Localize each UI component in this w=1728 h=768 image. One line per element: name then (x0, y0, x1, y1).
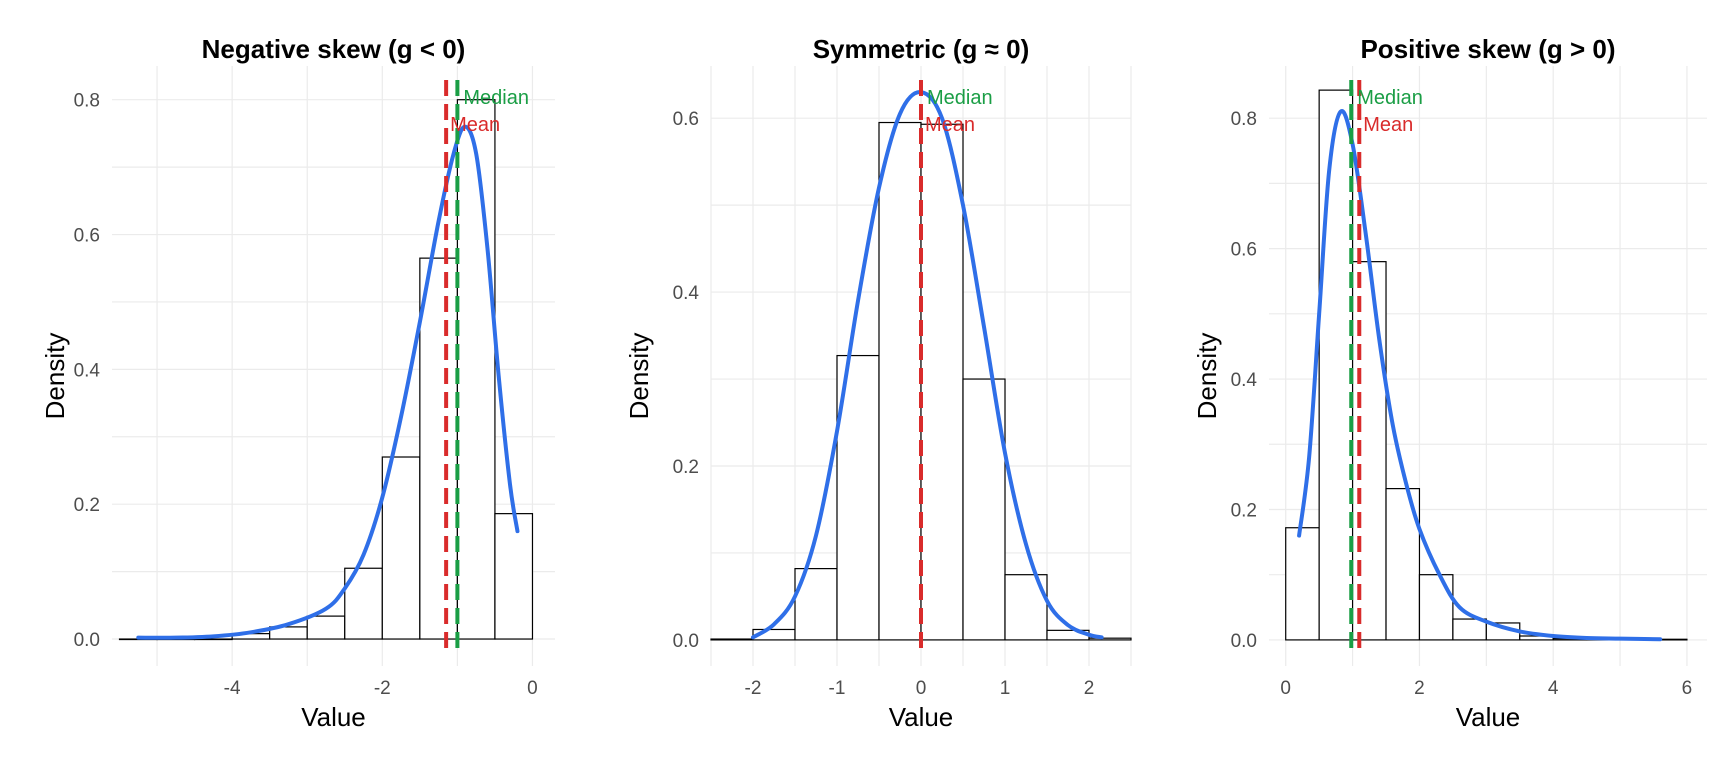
histogram-bars (118, 99, 534, 641)
y-tick-label: 0.6 (74, 226, 100, 247)
y-tick-label: 0.0 (74, 630, 100, 651)
y-tick-label: 0.6 (673, 109, 699, 130)
median-label: Median (1357, 87, 1423, 109)
y-tick-label: 0.4 (1231, 370, 1258, 391)
y-tick-label: 0.0 (673, 631, 699, 652)
y-tick-label: 0.2 (673, 457, 699, 478)
y-tick-label: 0.4 (74, 360, 101, 381)
mean-label: Mean (1363, 114, 1413, 136)
histogram-bar (193, 638, 233, 641)
x-tick-label: 0 (1280, 678, 1291, 699)
x-axis-label: Value (301, 702, 366, 732)
histogram-bar (1318, 89, 1354, 641)
chart-svg: Median Mean 0.0 0.2 0.4 0.6 0.8 0 2 4 6 Positive sk… (1192, 34, 1707, 732)
x-tick-label: -2 (745, 678, 762, 699)
chart-title: Symmetric (g ≈ 0) (813, 34, 1030, 64)
x-tick-label: 6 (1682, 678, 1693, 699)
mean-label: Mean (925, 114, 975, 136)
x-tick-label: -2 (374, 678, 391, 699)
histogram-bar (419, 257, 458, 640)
histogram-bar (836, 354, 880, 641)
histogram-bar (306, 615, 346, 640)
x-tick-label: 4 (1548, 678, 1559, 699)
x-axis-label: Value (1456, 702, 1521, 732)
density-curve (136, 124, 520, 640)
median-label: Median (463, 87, 529, 109)
histogram-bar (456, 99, 496, 640)
x-tick-label: 2 (1414, 678, 1425, 699)
y-tick-label: 0.4 (673, 283, 700, 304)
y-tick-label: 0.0 (1231, 631, 1257, 652)
histogram-bars (710, 121, 1132, 641)
chart-panel-positive-skew: Median Mean 0.0 0.2 0.4 0.6 0.8 0 2 4 6 Positive sk… (1152, 0, 1728, 768)
histogram-bars (1285, 89, 1688, 641)
y-tick-label: 0.8 (1231, 109, 1257, 130)
x-tick-label: -4 (224, 678, 241, 699)
median-label: Median (927, 87, 993, 109)
histogram-bar (1285, 527, 1320, 641)
chart-svg: Median Mean 0.0 0.2 0.4 0.6 -2 -1 0 1 2 Symmetric (… (624, 34, 1132, 732)
y-tick-label: 0.2 (74, 495, 100, 516)
histogram-bar (1088, 637, 1132, 641)
histogram-bar (710, 638, 754, 641)
histogram-bar (920, 123, 964, 641)
y-axis-label: Density (40, 333, 70, 420)
chart-title: Positive skew (g > 0) (1360, 34, 1615, 64)
y-tick-label: 0.6 (1231, 240, 1257, 261)
y-axis-label: Density (1192, 333, 1222, 420)
chart-panel-symmetric: Median Mean 0.0 0.2 0.4 0.6 -2 -1 0 1 2 Symmetric (… (576, 0, 1152, 768)
mean-label: Mean (450, 114, 500, 136)
histogram-bar (1452, 618, 1487, 641)
histogram-bar (1418, 574, 1454, 641)
x-tick-label: 2 (1084, 678, 1095, 699)
y-axis-label: Density (624, 333, 654, 420)
x-tick-label: 0 (916, 678, 927, 699)
x-tick-label: 1 (1000, 678, 1011, 699)
density-curve (751, 90, 1104, 640)
histogram-bar (381, 456, 421, 640)
chart-panel-negative-skew: Median Mean 0.0 0.2 0.4 0.6 0.8 -4 -2 0 Negative s… (0, 0, 576, 768)
density-curve (1297, 108, 1663, 642)
x-tick-label: -1 (829, 678, 846, 699)
histogram-bar (878, 121, 922, 641)
chart-title: Negative skew (g < 0) (202, 34, 466, 64)
x-tick-label: 0 (527, 678, 538, 699)
y-tick-label: 0.2 (1231, 500, 1257, 521)
chart-svg: Median Mean 0.0 0.2 0.4 0.6 0.8 -4 -2 0 Negative s… (40, 34, 555, 732)
x-axis-label: Value (889, 702, 954, 732)
y-tick-label: 0.8 (74, 91, 100, 112)
histogram-bar (494, 513, 534, 640)
